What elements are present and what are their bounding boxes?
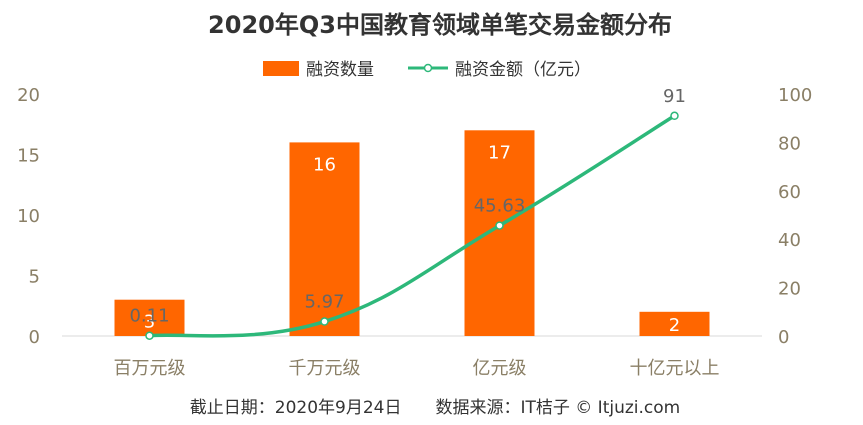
legend-line-marker <box>423 63 433 73</box>
right-tick-label: 60 <box>778 182 801 203</box>
line-point <box>495 221 504 230</box>
left-tick-label: 15 <box>17 146 40 167</box>
bar-value-label: 17 <box>488 142 511 163</box>
x-tick-label: 百万元级 <box>114 358 186 379</box>
line-point <box>145 331 154 340</box>
line-labels: 0.11 5.97 45.63 91 <box>129 86 685 327</box>
line-point <box>320 317 329 326</box>
bar-series <box>114 130 710 336</box>
legend: 融资数量 融资金额（亿元） <box>263 60 591 80</box>
right-tick-label: 0 <box>778 327 789 348</box>
bar <box>464 130 535 336</box>
bar-value-label: 2 <box>669 315 680 336</box>
source-note: 截止日期：2020年9月24日 数据来源：IT桔子 © Itjuzi.com <box>190 398 680 418</box>
line-value-label: 45.63 <box>474 196 526 217</box>
bar <box>114 299 185 336</box>
bar <box>639 311 710 336</box>
line-value-label: 91 <box>663 86 686 107</box>
bar-labels: 3 16 17 2 <box>144 142 680 336</box>
right-axis: 0 20 40 60 80 100 <box>778 85 812 348</box>
right-tick-label: 20 <box>778 279 801 300</box>
x-axis: 百万元级 千万元级 亿元级 十亿元以上 <box>114 358 720 379</box>
left-tick-label: 0 <box>29 327 40 348</box>
x-tick-label: 亿元级 <box>473 358 527 379</box>
bar <box>289 142 360 336</box>
left-tick-label: 20 <box>17 85 40 106</box>
x-tick-label: 十亿元以上 <box>630 358 720 379</box>
line-path <box>149 114 676 338</box>
line-point <box>670 111 679 121</box>
legend-bar-swatch <box>263 61 299 76</box>
left-tick-label: 10 <box>17 206 40 227</box>
line-value-label: 5.97 <box>304 292 344 313</box>
legend-bar-label: 融资数量 <box>306 60 374 80</box>
line-series <box>145 111 679 340</box>
line-value-label: 0.11 <box>129 306 169 327</box>
left-tick-label: 5 <box>29 267 40 288</box>
chart-title: 2020年Q3中国教育领域单笔交易金额分布 <box>208 11 672 39</box>
left-axis: 0 5 10 15 20 <box>17 85 40 348</box>
bar-value-label: 3 <box>144 312 155 333</box>
bar-value-label: 16 <box>313 154 336 175</box>
x-tick-label: 千万元级 <box>289 358 361 379</box>
right-tick-label: 40 <box>778 230 801 251</box>
right-tick-label: 100 <box>778 85 812 106</box>
legend-line-label: 融资金额（亿元） <box>455 60 591 80</box>
right-tick-label: 80 <box>778 133 801 154</box>
